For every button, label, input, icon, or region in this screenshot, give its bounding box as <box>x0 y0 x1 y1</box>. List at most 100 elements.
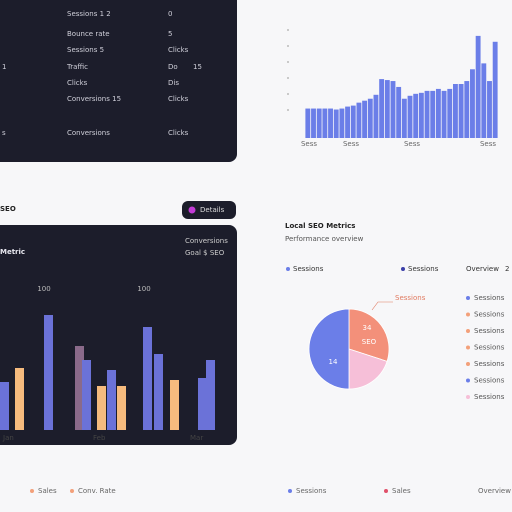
bar <box>44 315 53 430</box>
bar <box>413 93 419 138</box>
bar <box>328 108 333 138</box>
pie-slice <box>348 308 390 362</box>
axis-dot <box>287 45 289 47</box>
x-tick-label: Sess <box>404 140 420 148</box>
footer-label: Sessions <box>296 487 327 495</box>
pie-callout: Sessions <box>395 294 426 302</box>
bar <box>322 108 328 138</box>
bar <box>350 105 356 138</box>
bar <box>435 88 441 138</box>
legend-label: 2 <box>505 265 509 273</box>
legend-label: Sessions <box>474 311 505 319</box>
legend-dot <box>286 267 290 271</box>
x-tick-label: Sess <box>343 140 359 148</box>
value-label: 100 <box>137 285 150 293</box>
bar <box>143 327 152 430</box>
bar <box>15 368 24 430</box>
bar <box>170 380 179 430</box>
pie-label: SEO <box>362 338 377 346</box>
legend-dot <box>466 296 470 300</box>
legend-dot <box>30 489 34 493</box>
table-stub: 1 <box>2 63 6 71</box>
pie-slice <box>348 348 388 390</box>
x-tick-label: Sess <box>480 140 496 148</box>
x-tick-label: Jan <box>2 434 14 442</box>
bar <box>481 63 487 138</box>
bar <box>407 95 413 138</box>
table-cell: Clicks <box>67 79 88 87</box>
bar <box>487 81 492 138</box>
bar <box>305 108 311 138</box>
table-stub: s <box>2 129 6 137</box>
bar <box>154 354 163 430</box>
table-cell: Dis <box>168 79 179 87</box>
bar <box>198 378 207 430</box>
bar <box>311 108 316 138</box>
bar <box>379 79 385 138</box>
metric-title: Metric <box>0 248 25 256</box>
button-label[interactable]: Details <box>200 206 225 214</box>
legend-dot <box>466 345 470 350</box>
legend-label: Sessions <box>293 265 324 273</box>
legend-dot <box>466 329 470 333</box>
bar <box>206 360 215 430</box>
bar <box>401 98 407 138</box>
table-cell: 5 <box>168 30 172 38</box>
legend-label: Sessions <box>474 327 505 335</box>
bar <box>367 98 373 138</box>
table-cell: Clicks <box>168 46 189 54</box>
legend-dot <box>466 312 470 317</box>
callout-line <box>371 301 393 311</box>
bar <box>464 81 470 138</box>
pie-title: Local SEO Metrics <box>285 222 355 230</box>
bar <box>418 92 424 138</box>
axis-dot <box>287 61 289 63</box>
table-cell: Sessions 1 2 <box>67 10 111 18</box>
table-cell: Bounce rate <box>67 30 110 38</box>
pie-subtitle: Performance overview <box>285 235 364 243</box>
bar <box>470 69 475 138</box>
bar <box>492 41 498 139</box>
bar <box>373 94 379 138</box>
table-panel <box>0 0 237 162</box>
legend-dot <box>70 489 74 493</box>
pie-label: 34 <box>363 324 372 332</box>
legend-dot <box>466 395 470 399</box>
bar <box>356 102 362 138</box>
bar <box>107 370 116 430</box>
bar <box>475 35 481 138</box>
section-title: SEO <box>0 205 16 213</box>
bar <box>333 109 339 138</box>
legend-label: Sessions <box>474 377 505 385</box>
pie-slice <box>308 308 350 390</box>
table-cell: Conversions <box>67 129 110 137</box>
metric-note: Goal $ SEO <box>185 249 225 257</box>
legend-dot <box>466 362 470 366</box>
bar <box>452 84 458 138</box>
table-cell: Clicks <box>168 95 189 103</box>
x-tick-label: Sess <box>301 140 317 148</box>
x-tick-label: Feb <box>93 434 106 442</box>
button-dot <box>188 206 196 214</box>
table-cell: 15 <box>193 63 202 71</box>
bar <box>0 382 9 430</box>
legend-dot <box>288 489 292 493</box>
bar <box>75 346 84 430</box>
legend-label: Sessions <box>474 294 505 302</box>
bar <box>430 90 436 138</box>
value-label: 100 <box>37 285 50 293</box>
legend-dot <box>466 378 470 383</box>
axis-dot <box>287 109 289 111</box>
bar <box>424 90 430 138</box>
bar <box>97 386 106 430</box>
bar <box>362 100 368 138</box>
x-tick-label: Mar <box>190 434 203 442</box>
table-cell: Sessions 5 <box>67 46 104 54</box>
legend-label: Sessions <box>408 265 439 273</box>
details-button[interactable] <box>182 201 236 219</box>
footer-label: Overview <box>478 487 511 495</box>
axis-dot <box>287 77 289 79</box>
bar <box>384 80 390 138</box>
bar <box>117 386 126 430</box>
